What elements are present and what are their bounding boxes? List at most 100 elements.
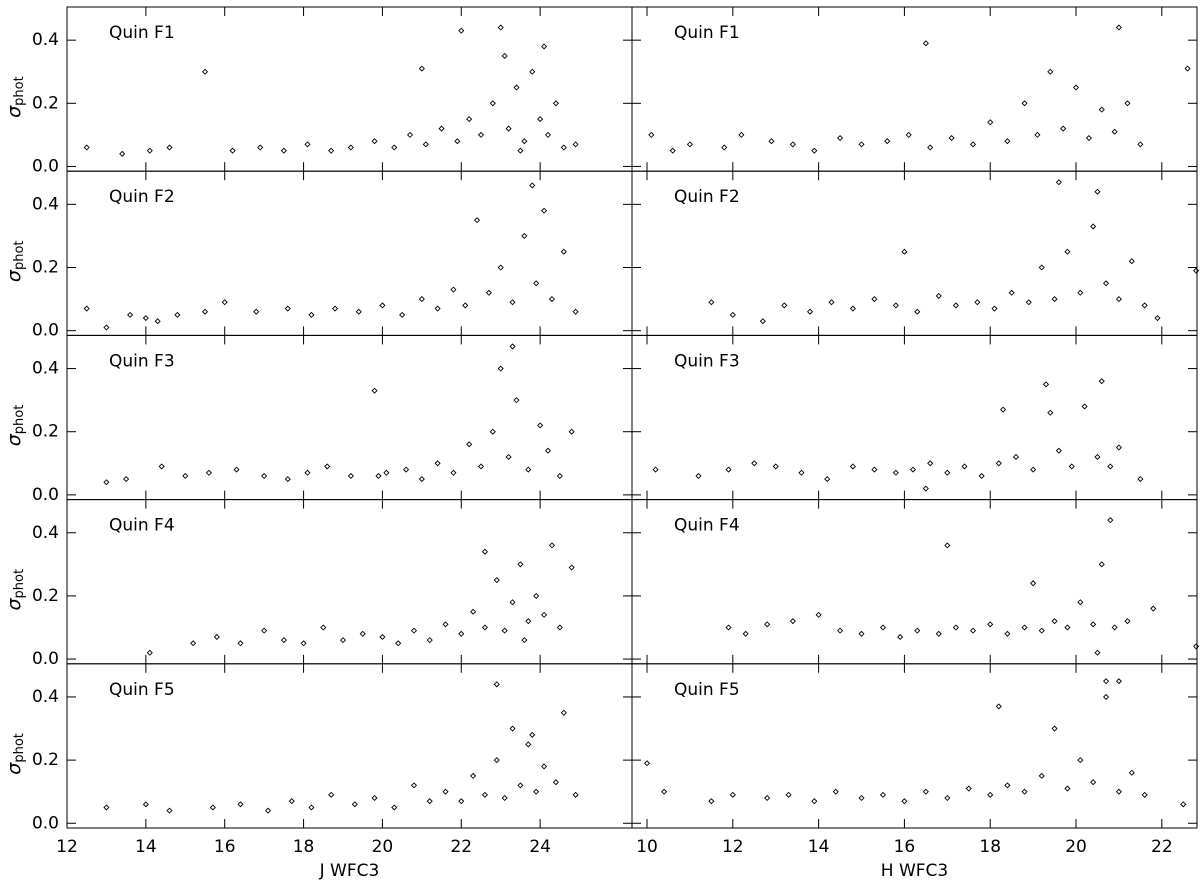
data-point (927, 144, 934, 151)
x-axis-label: J WFC3 (319, 861, 380, 880)
data-point (1103, 280, 1110, 287)
data-point (142, 314, 149, 322)
data-point (759, 318, 766, 325)
data-point (1111, 624, 1118, 631)
data-point (764, 621, 771, 628)
y-tick-label: 0.4 (32, 523, 59, 543)
data-point (914, 627, 921, 634)
data-point (501, 794, 508, 802)
data-point (914, 308, 921, 315)
data-point (517, 782, 524, 789)
data-point (481, 624, 488, 631)
data-point (395, 640, 402, 647)
data-point (1064, 248, 1071, 255)
data-point (858, 141, 865, 148)
data-point (815, 611, 822, 618)
data-point (541, 43, 548, 50)
data-point (406, 131, 414, 138)
data-point (174, 311, 181, 318)
data-point (764, 794, 771, 802)
data-point (987, 119, 994, 126)
data-point (458, 630, 465, 637)
x-tick-label: 20 (1065, 837, 1087, 857)
data-point (544, 131, 552, 138)
data-point (229, 147, 236, 154)
x-tick-label: 22 (450, 837, 472, 857)
data-point (284, 476, 291, 483)
data-point (1021, 788, 1028, 795)
data-point (1047, 409, 1054, 416)
data-point (849, 463, 856, 470)
panel-title: Quin F4 (674, 516, 740, 536)
data-point (391, 144, 398, 151)
data-point (485, 289, 492, 296)
data-point (648, 131, 655, 138)
data-point (837, 627, 844, 634)
data-point (798, 469, 805, 476)
data-point (493, 681, 500, 688)
data-point (517, 561, 524, 568)
data-point (1021, 100, 1028, 107)
data-point (1098, 106, 1105, 113)
data-point (879, 624, 887, 631)
x-tick-label: 16 (214, 837, 236, 857)
y-axis-label-symbol: σ (3, 433, 25, 446)
data-point (1184, 65, 1191, 72)
data-point (871, 466, 878, 473)
data-point (1042, 381, 1050, 388)
x-tick-label: 20 (372, 837, 394, 857)
data-point (466, 441, 473, 448)
data-point (560, 248, 567, 255)
data-point (442, 788, 449, 795)
data-point (560, 709, 567, 716)
data-point (1077, 757, 1084, 764)
data-point (221, 299, 228, 306)
data-point (935, 292, 942, 299)
data-point (1128, 258, 1135, 265)
panel-title: Quin F1 (674, 23, 740, 43)
data-point (909, 466, 917, 473)
data-point (166, 144, 173, 151)
data-point (359, 630, 366, 637)
data-point (481, 548, 488, 555)
y-tick-label: 0.4 (32, 359, 59, 379)
data-point (351, 801, 358, 808)
panel-frame (631, 663, 1198, 829)
data-point (1025, 299, 1032, 306)
data-point (442, 621, 449, 628)
data-point (871, 296, 878, 303)
data-point (257, 144, 264, 151)
data-point (729, 311, 736, 318)
data-point (828, 299, 835, 306)
data-point (552, 779, 559, 786)
data-point (237, 640, 244, 647)
data-point (572, 141, 579, 148)
data-point (978, 472, 985, 479)
data-point (1055, 447, 1062, 454)
data-point (970, 627, 977, 634)
data-point (462, 302, 469, 309)
data-point (265, 807, 272, 814)
data-point (1103, 693, 1110, 700)
y-tick-label: 0.2 (32, 93, 59, 113)
data-point (288, 798, 295, 805)
data-point (832, 788, 839, 795)
data-point (489, 428, 496, 435)
data-point (725, 466, 732, 473)
data-point (1030, 466, 1037, 473)
y-tick-label: 0.4 (32, 194, 59, 214)
data-point (1004, 630, 1011, 637)
data-point (922, 788, 929, 795)
data-point (944, 794, 951, 802)
data-point (403, 466, 410, 473)
data-point (1004, 138, 1011, 145)
y-tick-label: 0.4 (32, 687, 59, 707)
data-point (253, 308, 260, 315)
data-point (1103, 678, 1110, 685)
data-point (811, 147, 818, 154)
data-point (320, 624, 327, 631)
data-point (154, 318, 161, 325)
data-point (521, 232, 528, 239)
x-tick-label: 18 (979, 837, 1001, 857)
data-point (355, 308, 362, 315)
